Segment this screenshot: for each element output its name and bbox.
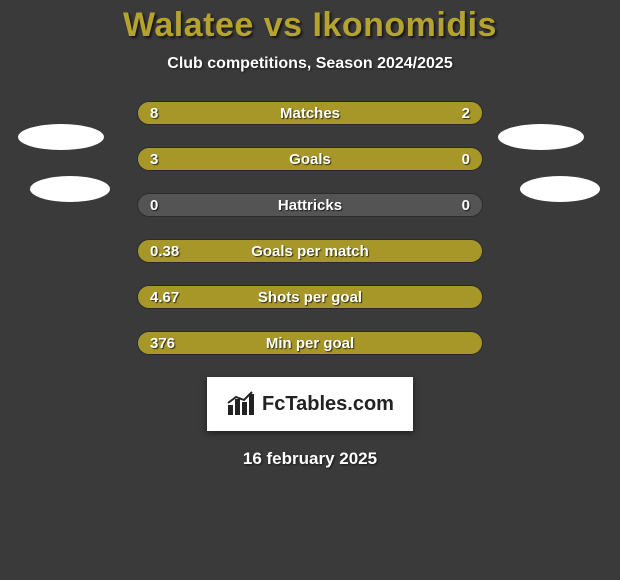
stat-label: Min per goal [138,332,482,354]
left-marker-1 [18,124,104,150]
bar-chart-icon [226,391,256,417]
stat-row: 0 Hattricks 0 [137,193,483,217]
title-vs: vs [254,6,313,44]
stat-label: Goals [138,148,482,170]
stat-row: 3 Goals 0 [137,147,483,171]
comparison-title: Walatee vs Ikonomidis [0,0,620,45]
footer-date: 16 february 2025 [0,449,620,469]
right-marker-2 [520,176,600,202]
stat-rows: 8 Matches 2 3 Goals 0 0 Hattricks 0 0.38… [137,101,483,355]
stat-value-right: 0 [462,194,470,216]
fctables-logo-link[interactable]: FcTables.com [207,377,413,431]
stat-label: Matches [138,102,482,124]
stat-row: 8 Matches 2 [137,101,483,125]
stat-row: 376 Min per goal [137,331,483,355]
stat-label: Goals per match [138,240,482,262]
stat-row: 4.67 Shots per goal [137,285,483,309]
comparison-subtitle: Club competitions, Season 2024/2025 [0,55,620,73]
stat-value-right: 0 [462,148,470,170]
stat-value-right: 2 [462,102,470,124]
stat-label: Hattricks [138,194,482,216]
fctables-logo-text: FcTables.com [262,393,394,416]
player2-name: Ikonomidis [312,6,496,44]
player1-name: Walatee [123,6,254,44]
stat-row: 0.38 Goals per match [137,239,483,263]
left-marker-2 [30,176,110,202]
right-marker-1 [498,124,584,150]
stat-label: Shots per goal [138,286,482,308]
